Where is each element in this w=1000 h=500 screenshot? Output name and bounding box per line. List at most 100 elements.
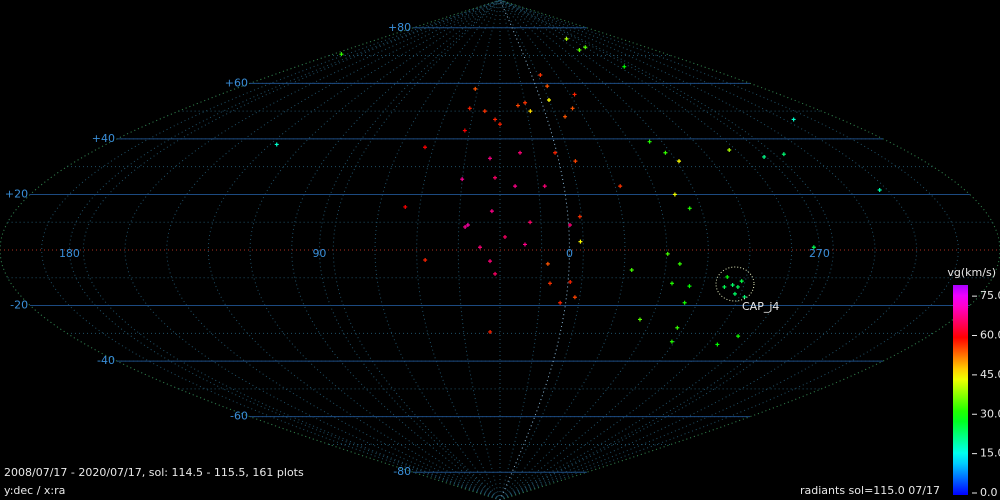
radiant [732,291,737,296]
radiant [553,150,558,155]
radiant [547,281,552,286]
radiant [473,86,478,91]
caption: 2008/07/17 - 2020/07/17, sol: 114.5 - 11… [4,466,304,479]
radiant [463,224,468,229]
grid-meridian [499,0,668,500]
radiant [722,284,727,289]
radiant [727,148,732,152]
radiant [542,184,547,189]
radiant [877,188,882,192]
radiant [577,214,582,219]
radiant [687,284,692,289]
radiant [730,283,735,287]
radiant [462,128,467,133]
radiant [781,152,786,157]
radiant [467,106,472,111]
radiant [558,300,563,305]
y-tick-label: +20 [5,187,28,200]
radiant [572,295,577,300]
colorbar-label: vg(km/s) [947,266,996,279]
radiant [622,64,627,69]
x-tick-label: 0 [566,247,573,260]
radiant [669,281,674,286]
radiant [487,156,492,161]
radiant [528,220,533,225]
radiant [523,100,528,105]
radiant [572,92,577,97]
radiant [498,122,502,127]
radiant [629,268,634,272]
radiant [493,117,498,122]
radiant [672,192,677,197]
colorbar [953,285,968,495]
radiant [478,245,483,250]
radiant [489,209,494,214]
radiant [811,245,816,250]
radiant [677,159,682,164]
y-tick-label: +80 [388,21,411,34]
y-tick-label: -80 [393,465,411,478]
radiant [488,329,493,334]
radiant [637,317,642,322]
radiant [791,117,796,122]
y-tick-label: +60 [225,76,248,89]
radiant [538,73,543,77]
radiant [665,251,670,256]
grid-meridian [41,0,501,500]
radiant [465,223,470,227]
radiant [677,261,682,266]
radiant [663,150,668,155]
radiant [669,339,674,344]
radiant [423,258,428,262]
radiant [513,184,518,189]
colorbar-tick-label: 30.0 [980,407,1000,420]
annotation: CAP_j4 [742,300,779,313]
radiant [493,271,498,276]
radiant [687,206,692,211]
radiant [675,325,680,330]
grid-meridian [332,0,501,500]
radiant [515,103,520,108]
radiant [735,284,740,289]
radiant [546,98,551,102]
x-tick-label: 270 [809,247,830,260]
grid-meridian [374,0,501,500]
colorbar-tick-label: 15.0 [980,447,1000,460]
colorbar-tick-label: 0.0 [980,486,998,499]
x-tick-label: 180 [59,247,80,260]
colorbar-tick-label: 45.0 [980,368,1000,381]
radiant [403,204,408,209]
radiant [502,234,507,239]
radiant [618,184,623,189]
radiant [736,334,741,339]
radiant [573,159,578,164]
colorbar-tick-label: 75.0 [980,289,1000,302]
radiant [568,279,573,284]
radiant [488,259,493,264]
radiant [528,109,533,114]
grid-meridian [416,0,501,500]
radiant [339,52,344,57]
radiant [567,223,572,227]
radiant [423,145,428,150]
colorbar-tick-label: 60.0 [980,329,1000,342]
axis-note: y:dec / x:ra [4,484,65,497]
note: radiants sol=115.0 07/17 [800,484,940,497]
radiant [493,175,498,180]
radiant [460,177,465,182]
radiant [274,142,279,147]
grid-line [499,0,820,500]
radiant [518,150,523,155]
radiant [564,36,569,41]
radiant [563,114,568,119]
radiant [739,279,744,284]
cluster-outline [715,266,755,302]
radiant [577,48,582,52]
y-tick-label: +40 [92,132,115,145]
radiant [715,342,720,347]
radiant [545,261,550,266]
radiant [647,139,652,144]
